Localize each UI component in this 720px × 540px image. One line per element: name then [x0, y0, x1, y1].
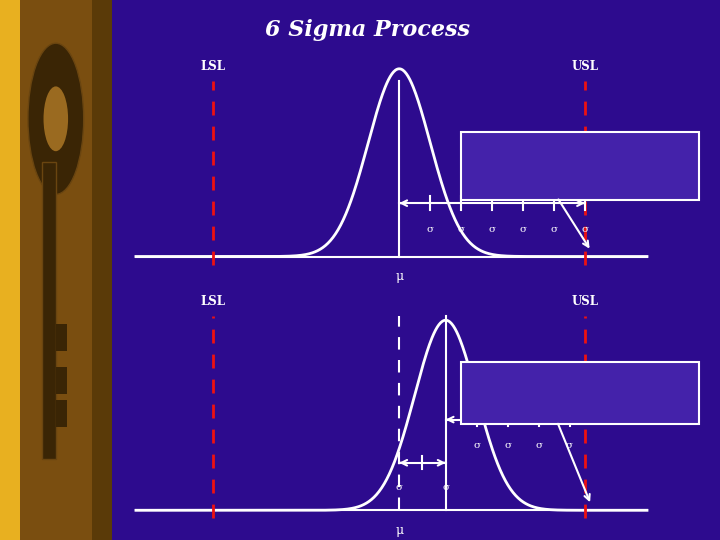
Text: σ: σ	[582, 225, 589, 234]
Ellipse shape	[28, 43, 84, 194]
Text: σ: σ	[551, 225, 557, 234]
Text: σ: σ	[535, 441, 542, 450]
Text: σ: σ	[566, 441, 573, 450]
Ellipse shape	[43, 86, 68, 151]
Text: 3.4 ppm after 1.5s drift: 3.4 ppm after 1.5s drift	[474, 370, 590, 379]
Text: LSL: LSL	[201, 60, 226, 73]
Text: σ: σ	[427, 225, 433, 234]
Text: σ: σ	[396, 483, 402, 492]
Text: σ: σ	[520, 225, 526, 234]
Text: from process center: from process center	[474, 392, 573, 401]
Text: 0.002 ppm (2 tails): 0.002 ppm (2 tails)	[474, 140, 567, 150]
Bar	[56, 367, 67, 394]
Text: LSL: LSL	[201, 295, 226, 308]
Bar	[56, 400, 67, 427]
Text: σ: σ	[458, 225, 464, 234]
Text: 6 Sigma Process: 6 Sigma Process	[265, 19, 469, 41]
Text: σ: σ	[489, 225, 495, 234]
Text: Process center on target: Process center on target	[474, 162, 595, 171]
Text: USL: USL	[572, 60, 598, 73]
Text: σ: σ	[473, 441, 480, 450]
FancyBboxPatch shape	[462, 362, 698, 424]
Text: μ: μ	[395, 524, 403, 537]
FancyBboxPatch shape	[462, 132, 698, 200]
Bar	[91, 0, 112, 540]
Bar	[56, 324, 67, 351]
Text: μ: μ	[395, 270, 403, 283]
Bar	[0, 0, 20, 540]
Text: σ: σ	[442, 483, 449, 492]
Bar	[42, 162, 56, 459]
Text: USL: USL	[572, 295, 598, 308]
Text: σ: σ	[504, 441, 511, 450]
